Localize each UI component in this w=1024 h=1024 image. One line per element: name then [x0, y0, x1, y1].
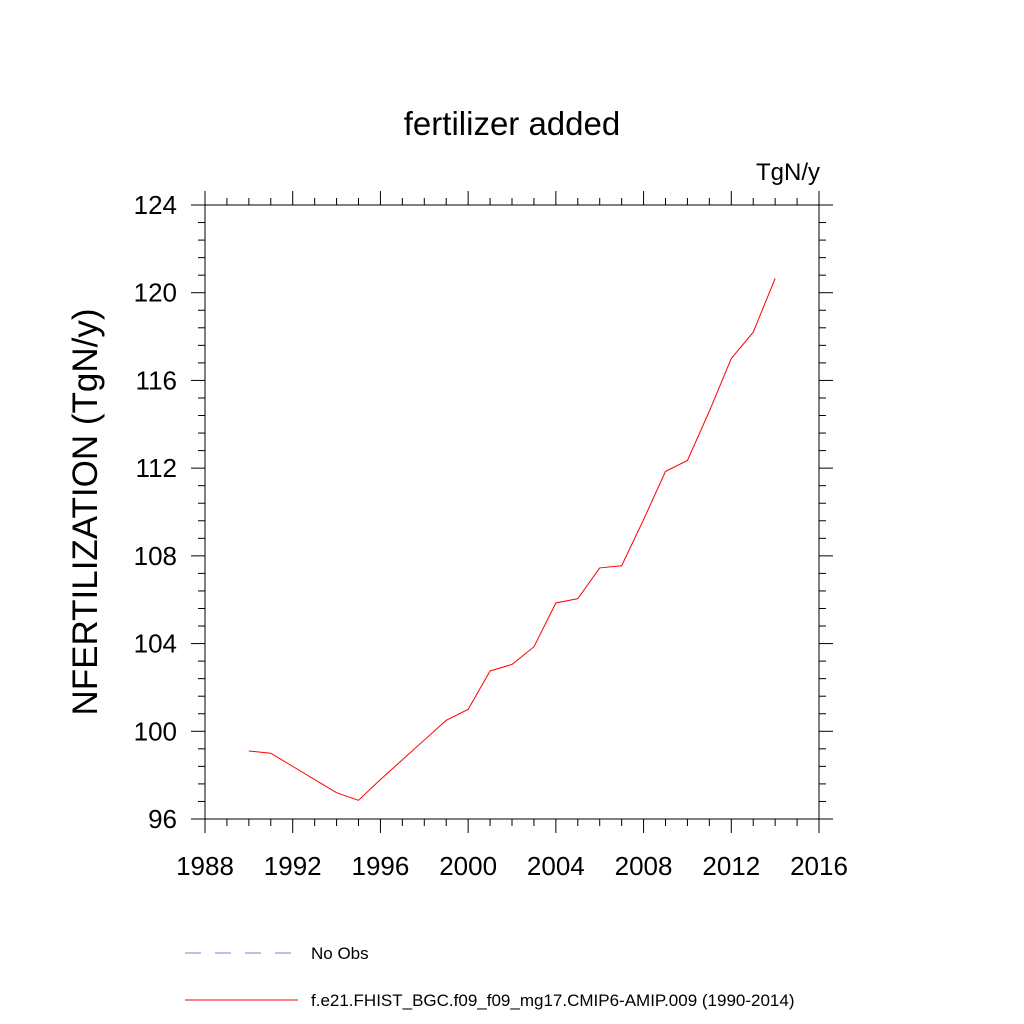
axis-ticks [191, 191, 833, 833]
x-tick-label: 1992 [264, 851, 322, 881]
y-tick-label: 124 [134, 190, 177, 220]
y-tick-label: 108 [134, 541, 177, 571]
x-tick-label: 1996 [352, 851, 410, 881]
x-tick-label: 2004 [527, 851, 585, 881]
units-label: TgN/y [756, 159, 820, 186]
y-tick-label: 116 [136, 365, 177, 395]
series-layer [248, 278, 776, 801]
y-tick-label: 104 [134, 629, 177, 659]
y-axis-label: NFERTILIZATION (TgN/y) [66, 308, 105, 715]
legend: No Obs f.e21.FHIST_BGC.f09_f09_mg17.CMIP6… [185, 944, 795, 1010]
legend-label-0: f.e21.FHIST_BGC.f09_f09_mg17.CMIP6-AMIP.… [311, 991, 795, 1010]
y-tick-label: 120 [134, 278, 177, 308]
x-tick-label: 2016 [790, 851, 848, 881]
plot-frame [204, 204, 820, 820]
x-tick-label: 1988 [176, 851, 234, 881]
chart-title: fertilizer added [404, 105, 620, 142]
x-tick-label: 2012 [702, 851, 760, 881]
x-tick-label: 2008 [615, 851, 673, 881]
x-tick-label: 2000 [439, 851, 497, 881]
legend-label-1: No Obs [311, 944, 369, 963]
series-line-0 [248, 278, 776, 801]
tick-labels: 1988 1992 1996 2000 2004 2008 2012 2016 96 100 104… [134, 190, 848, 881]
y-tick-label: 96 [148, 804, 177, 834]
y-tick-label: 112 [136, 453, 177, 483]
y-tick-label: 100 [134, 716, 177, 746]
